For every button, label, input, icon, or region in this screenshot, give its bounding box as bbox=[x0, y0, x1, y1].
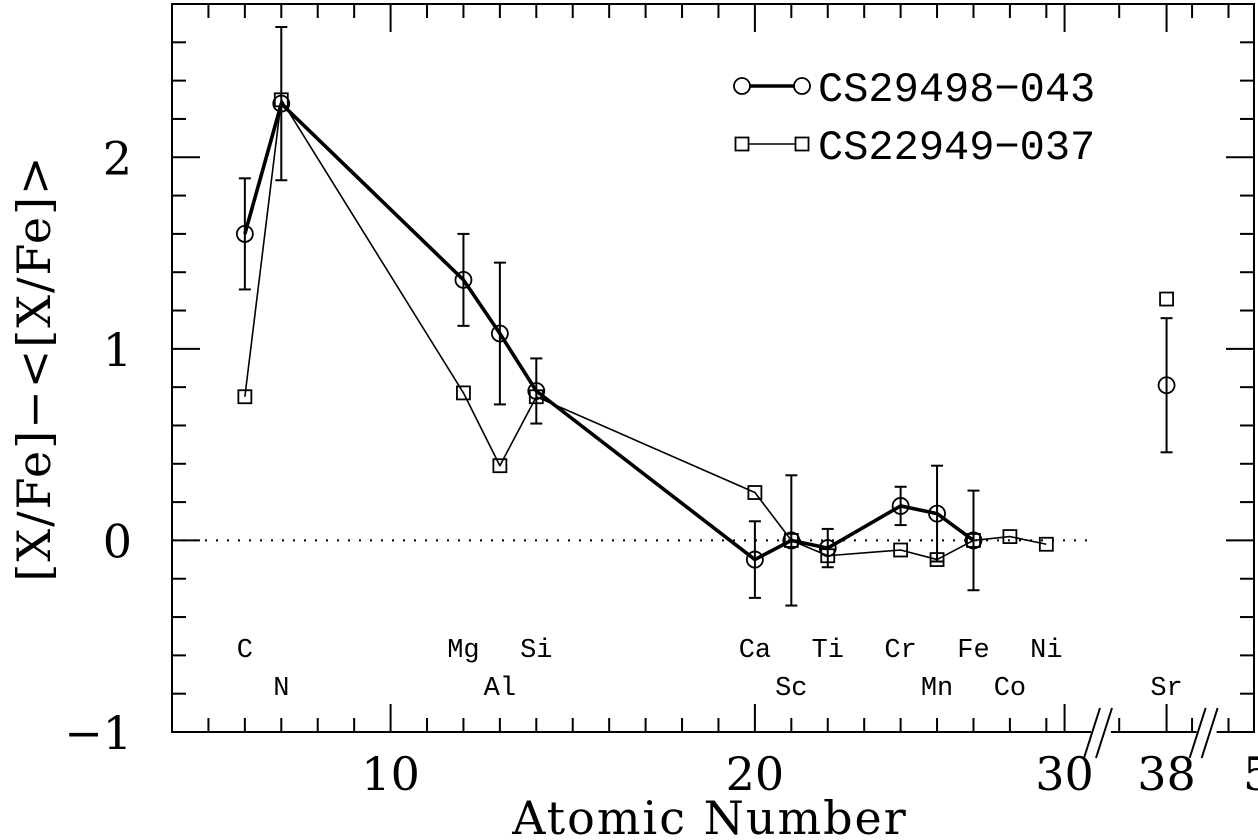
element-label: Ti bbox=[812, 636, 844, 666]
data-point-circle bbox=[745, 550, 764, 569]
data-point-square bbox=[820, 548, 836, 564]
data-point-square bbox=[492, 458, 508, 474]
data-point-circle bbox=[782, 531, 801, 550]
element-label: Ca bbox=[739, 636, 771, 666]
element-label: Mn bbox=[921, 674, 953, 704]
data-point-square bbox=[273, 92, 289, 108]
element-label: Sc bbox=[775, 674, 807, 704]
plot-frame bbox=[171, 3, 1255, 733]
data-point-square bbox=[893, 542, 909, 558]
axis-break-mark bbox=[1188, 707, 1207, 759]
data-point-circle bbox=[527, 382, 546, 400]
legend: CS29498−043 CS22949−037 bbox=[733, 66, 1095, 172]
element-label: Al bbox=[484, 674, 516, 704]
y-tick-label: 1 bbox=[103, 323, 132, 377]
data-point-square bbox=[929, 552, 945, 567]
data-point-square bbox=[1159, 291, 1174, 307]
data-point-circle bbox=[964, 531, 983, 550]
y-tick-label: 2 bbox=[103, 131, 132, 185]
data-point-square bbox=[783, 533, 799, 548]
y-tick-label: −1 bbox=[64, 706, 132, 760]
y-axis-title: [X/Fe]−<[X/Fe]> bbox=[7, 154, 61, 581]
series-group bbox=[235, 25, 1176, 607]
data-point-circle bbox=[891, 497, 910, 515]
axis-breaks bbox=[1083, 707, 1219, 759]
data-point-circle bbox=[490, 324, 509, 343]
axis-break-gap bbox=[1196, 729, 1217, 735]
data-point-square bbox=[456, 385, 471, 401]
element-label: Cr bbox=[884, 636, 916, 666]
data-point-square bbox=[966, 533, 981, 548]
series-line bbox=[243, 101, 975, 562]
data-point-square bbox=[1002, 529, 1018, 544]
legend-marker-square bbox=[794, 136, 810, 152]
x-tick-label: 38 bbox=[1137, 747, 1196, 801]
series-cs22949-037 bbox=[237, 92, 1174, 567]
axis-break-gap bbox=[1090, 729, 1111, 735]
legend-label: CS29498−043 bbox=[818, 66, 1095, 114]
x-tick-label: 56 bbox=[1243, 747, 1258, 801]
x-tick-label: 30 bbox=[1035, 747, 1094, 801]
element-label: N bbox=[273, 674, 289, 704]
x-tick-label: 10 bbox=[361, 747, 420, 801]
element-label: Si bbox=[520, 636, 552, 666]
data-point-circle bbox=[272, 94, 291, 113]
axis-break-mark bbox=[1200, 707, 1219, 759]
data-point-square bbox=[1038, 536, 1054, 552]
data-point-square bbox=[747, 485, 763, 500]
axis-break-mark bbox=[1095, 707, 1113, 759]
x-tick-label: 20 bbox=[726, 747, 785, 801]
legend-marker-circle bbox=[733, 77, 751, 95]
data-point-circle bbox=[928, 504, 946, 523]
data-point-circle bbox=[454, 270, 473, 289]
element-label: C bbox=[237, 636, 253, 666]
data-point-square bbox=[237, 389, 253, 405]
element-label: Fe bbox=[957, 636, 989, 666]
axis-break-mark bbox=[1083, 707, 1101, 759]
element-label: Mg bbox=[447, 636, 479, 666]
legend-label: CS22949−037 bbox=[818, 124, 1095, 172]
element-label: Sr bbox=[1150, 674, 1182, 704]
x-axis-title: Atomic Number bbox=[511, 791, 907, 840]
element-label: Ba bbox=[1256, 636, 1258, 666]
tick-marks bbox=[172, 4, 1254, 732]
y-tick-label: 0 bbox=[103, 514, 132, 568]
data-point-circle bbox=[235, 224, 254, 243]
legend-marker-square bbox=[734, 136, 750, 152]
legend-marker-circle bbox=[793, 77, 811, 95]
series-cs29498-043 bbox=[235, 25, 1176, 607]
element-label: Co bbox=[994, 674, 1026, 704]
element-label: Ni bbox=[1030, 636, 1062, 666]
data-point-circle bbox=[1157, 376, 1176, 395]
data-point-square bbox=[528, 389, 544, 405]
axis-text-group: 10 20 30 38 56 −1 0 1 2 bbox=[64, 131, 1258, 801]
series-line bbox=[244, 98, 1047, 561]
